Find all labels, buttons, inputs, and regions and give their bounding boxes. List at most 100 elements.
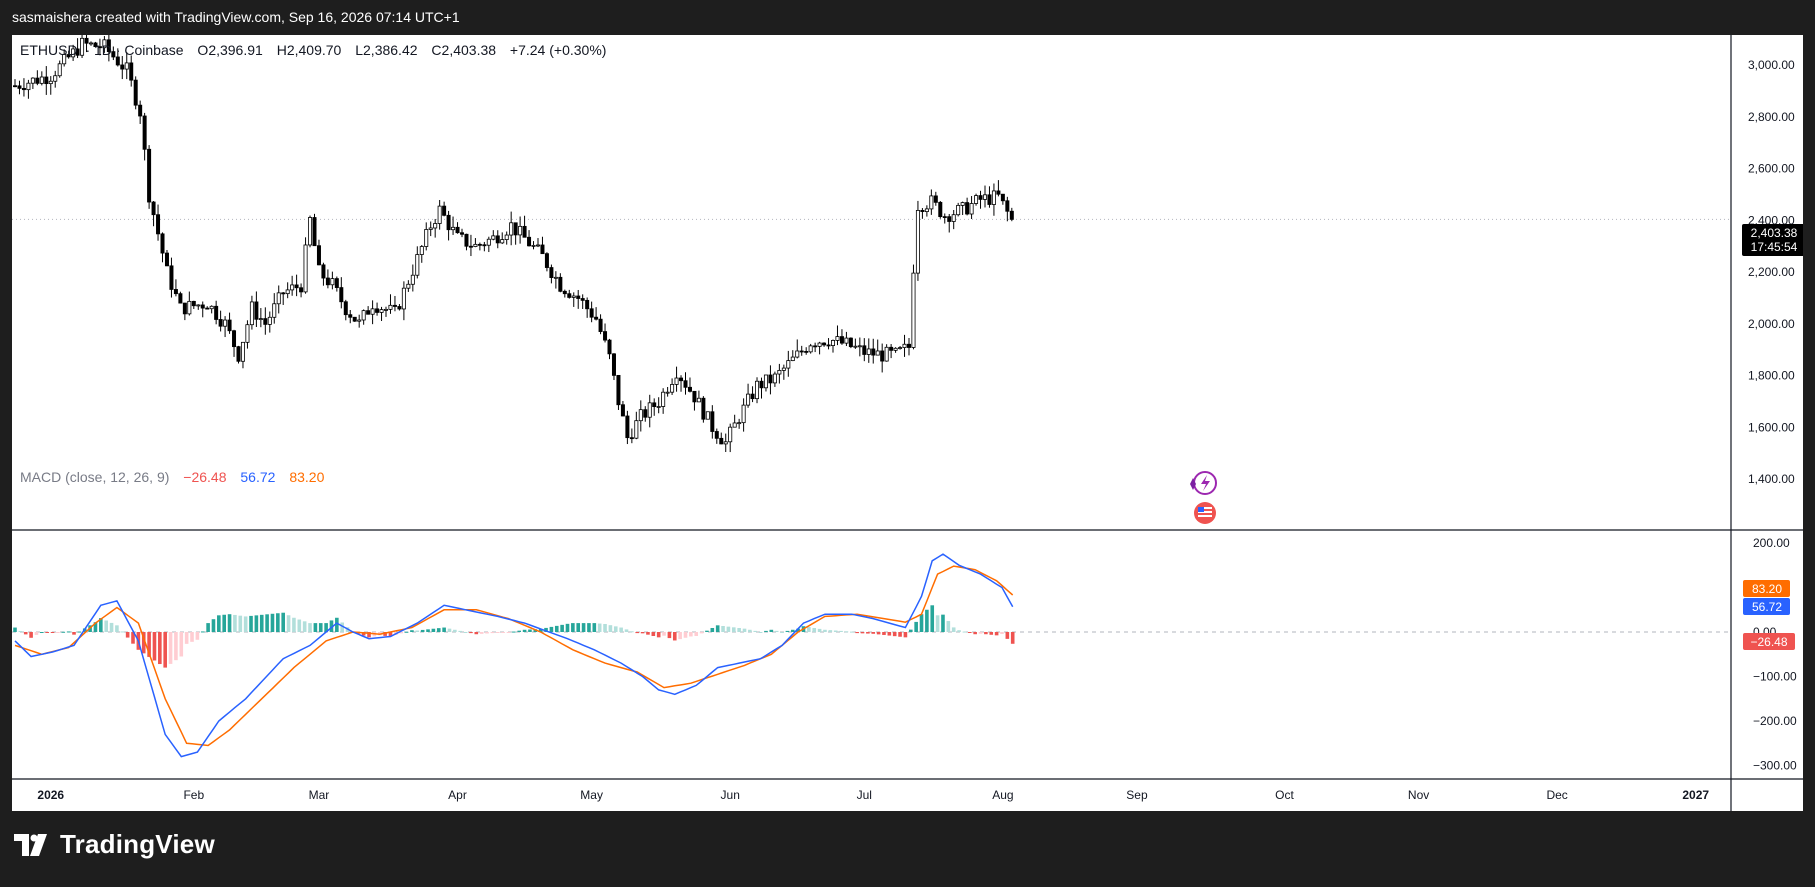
macd-histogram-bar xyxy=(753,630,758,632)
chart-canvas[interactable]: 3,000.00 2,800.00 2,600.00 2,400.00 2,200.00… xyxy=(12,35,1807,811)
macd-histogram-bar xyxy=(152,632,157,661)
macd-histogram-bar xyxy=(581,623,586,632)
macd-histogram-bar xyxy=(721,625,725,632)
candle-body xyxy=(196,304,201,307)
candle-body xyxy=(464,233,469,247)
macd-histogram-bar xyxy=(672,632,677,641)
time-tick-label: Feb xyxy=(183,788,204,802)
macd-histogram-bar xyxy=(919,614,924,632)
macd-histogram-bar xyxy=(887,632,892,636)
time-tick-label: Aug xyxy=(992,788,1013,802)
candle-body xyxy=(138,104,143,117)
candle-body xyxy=(446,214,451,231)
macd-histogram-bar xyxy=(925,609,929,632)
macd-histogram-bar xyxy=(490,632,495,634)
candle-body xyxy=(205,307,210,310)
time-tick-label: 2027 xyxy=(1682,788,1709,802)
candle-body xyxy=(236,346,241,362)
macd-histogram-bar xyxy=(281,612,285,632)
candle-body xyxy=(960,202,965,206)
macd-legend: MACD (close, 12, 26, 9) −26.48 56.72 83.… xyxy=(20,469,325,485)
candle-body xyxy=(133,79,138,106)
macd-histogram-bar xyxy=(72,632,76,635)
macd-histogram-bar xyxy=(860,632,865,634)
macd-histogram-bar xyxy=(109,622,114,632)
candle-body xyxy=(594,316,599,320)
candle-body xyxy=(285,289,290,295)
candle-body xyxy=(790,356,795,362)
interval-text: 1D xyxy=(94,42,112,58)
macd-histogram-bar xyxy=(34,632,39,635)
macd-histogram-bar xyxy=(447,628,452,632)
candle-body xyxy=(991,190,996,205)
macd-histogram-bar xyxy=(29,632,33,638)
candle-body xyxy=(39,76,44,84)
macd-histogram-bar xyxy=(18,630,23,632)
candle-body xyxy=(687,386,692,392)
macd-histogram-bar xyxy=(184,632,189,644)
candle-body xyxy=(759,380,764,389)
candle-body xyxy=(871,348,876,356)
macd-histogram-bar xyxy=(249,615,253,632)
high-value: 2,409.70 xyxy=(287,42,342,58)
candle-body xyxy=(303,244,308,293)
candle-body xyxy=(437,205,442,224)
tradingview-logo[interactable]: TradingView xyxy=(14,829,215,860)
candle-body xyxy=(384,308,389,311)
time-tick-label: Jun xyxy=(721,788,740,802)
candle-body xyxy=(763,374,768,389)
macd-histogram-bar xyxy=(774,630,779,632)
macd-histogram-bar xyxy=(828,630,833,632)
macd-histogram-bar xyxy=(335,617,339,632)
macd-histogram-bar xyxy=(383,632,387,636)
macd-histogram-bar xyxy=(935,615,940,632)
macd-histogram-bar xyxy=(683,632,688,638)
macd-line xyxy=(14,553,1014,758)
candle-body xyxy=(62,54,67,65)
candle-body xyxy=(93,42,98,48)
candle-body xyxy=(129,62,134,81)
macd-histogram-bar xyxy=(227,614,232,632)
candle-body xyxy=(348,314,353,318)
macd-histogram-bar xyxy=(871,632,876,634)
macd-pane[interactable] xyxy=(12,553,1731,758)
candle-body xyxy=(889,346,894,351)
macd-histogram-bar xyxy=(742,628,747,632)
candle-body xyxy=(392,304,397,307)
candle-body xyxy=(746,393,751,406)
macd-histogram-bar xyxy=(200,631,205,633)
macd-histogram-bar xyxy=(45,632,49,633)
candle-body xyxy=(12,85,18,88)
earnings-bolt-icon[interactable] xyxy=(1190,471,1217,495)
macd-histogram-bar xyxy=(340,622,345,632)
macd-histogram-bar xyxy=(790,629,795,632)
macd-tick-label: −300.00 xyxy=(1753,759,1797,773)
candle-body xyxy=(826,344,831,347)
macd-histogram-bar xyxy=(436,628,441,632)
candle-body xyxy=(987,194,992,205)
candle-body xyxy=(978,195,983,200)
macd-histogram-bar xyxy=(608,625,613,632)
candle-body xyxy=(442,205,447,216)
macd-histogram-bar xyxy=(603,623,607,632)
candle-body xyxy=(419,246,424,255)
candle-body xyxy=(513,222,518,236)
chart-frame[interactable]: 3,000.00 2,800.00 2,600.00 2,400.00 2,200.00… xyxy=(12,35,1807,811)
candle-body xyxy=(732,422,737,428)
candle-body xyxy=(370,308,375,315)
candle-body xyxy=(312,217,317,247)
candle-body xyxy=(875,350,880,356)
macd-histogram-bar xyxy=(426,629,430,632)
us-flag-event-icon[interactable] xyxy=(1194,502,1216,524)
macd-histogram-bar xyxy=(286,615,291,632)
candle-body xyxy=(223,319,228,327)
candle-body xyxy=(308,217,313,246)
candle-body xyxy=(862,345,867,355)
price-pane[interactable] xyxy=(12,35,1731,453)
macd-histogram-bar xyxy=(23,632,28,635)
macd-histogram-bar xyxy=(994,632,999,636)
macd-histogram-bar xyxy=(844,631,849,633)
candle-body xyxy=(920,210,925,212)
candle-body xyxy=(218,319,223,327)
tradingview-logo-icon xyxy=(14,833,47,856)
